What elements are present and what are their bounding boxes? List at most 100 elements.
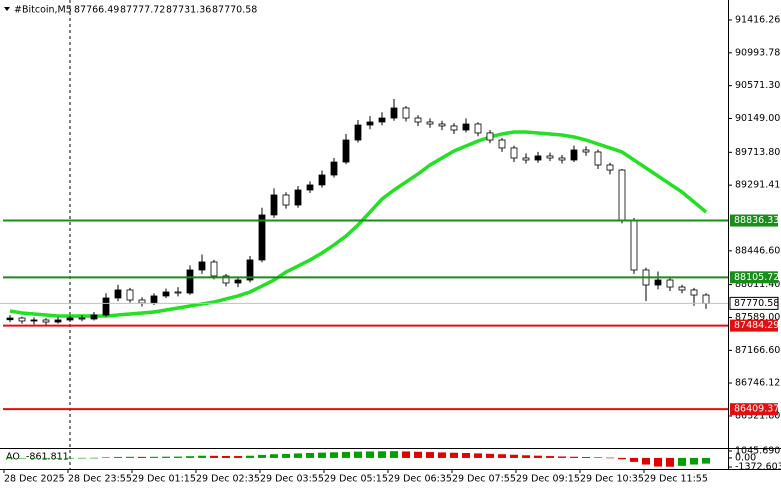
candle-body (282, 194, 290, 206)
x-tick-label: 29 Dec 02:35 (196, 474, 260, 485)
level-label-box (730, 214, 778, 227)
ao-bar (534, 455, 542, 458)
candle-body (6, 317, 14, 321)
ao-bar (366, 451, 374, 458)
candle-body (102, 297, 110, 316)
ao-bar (654, 457, 662, 467)
candle-body (546, 155, 554, 159)
ao-bar (294, 453, 302, 458)
candle-body (558, 157, 566, 161)
x-tick-label: 29 Dec 06:35 (388, 474, 452, 485)
candle-body (234, 279, 242, 284)
y-tick-label: 87166.60 (735, 345, 780, 356)
ao-bar (510, 454, 518, 458)
ao-bar (198, 455, 206, 458)
ao-bar (258, 454, 266, 458)
ao-bar (270, 454, 278, 458)
moving-average (9, 130, 708, 318)
candle-body (534, 155, 542, 161)
x-tick-label: 29 Dec 09:15 (516, 474, 580, 485)
candle-body (342, 139, 350, 163)
ao-bar (498, 454, 506, 458)
header-value: 87731.36 (166, 5, 211, 16)
ao-bar (546, 456, 554, 458)
ao-bar (354, 451, 362, 458)
y-tick-label: 86746.12 (735, 378, 780, 389)
candle-body (618, 169, 626, 221)
level-label-box (730, 403, 778, 416)
candle-body (594, 151, 602, 166)
candle-body (354, 124, 362, 141)
ao-bar (630, 457, 638, 462)
chart-title: #Bitcoin,M5 (14, 5, 72, 16)
ao-bar (246, 455, 254, 458)
level-label-box (730, 319, 778, 332)
ao-bar (570, 456, 578, 458)
level-label: 86409.37 (734, 404, 779, 415)
indicator-value: -861.811 (26, 452, 69, 463)
ao-bar (402, 451, 410, 458)
ao-bar (186, 456, 194, 458)
candle-body (570, 149, 578, 161)
ao-bar (150, 456, 158, 458)
level-label: 88105.72 (734, 272, 779, 283)
ao-bar (606, 457, 614, 459)
x-tick-label: 29 Dec 03:55 (260, 474, 324, 485)
candle-body (702, 294, 710, 304)
candle-body (18, 317, 26, 322)
menu-arrow[interactable] (4, 7, 10, 11)
y-tick-label: 90993.78 (735, 47, 780, 58)
ao-bar (126, 456, 134, 458)
candle-body (30, 319, 38, 322)
ao-bar (306, 453, 314, 458)
current-price-box (729, 296, 779, 310)
ao-bar (42, 457, 50, 459)
ao-bar (78, 457, 86, 459)
candle-body (690, 289, 698, 296)
candle-body (246, 259, 254, 281)
x-tick-label: 29 Dec 11:55 (644, 474, 708, 485)
y-tick-label: 89291.41 (735, 180, 780, 191)
candle-body (306, 184, 314, 191)
level-label: 88836.33 (734, 215, 779, 226)
candle-body (138, 299, 146, 304)
x-tick-label: 28 Dec 2025 (4, 474, 65, 485)
y-tick-label: 86321.80 (735, 410, 780, 421)
candle-body (198, 261, 206, 271)
candle-body (162, 291, 170, 297)
y-tick-label: 91416.26 (735, 14, 780, 25)
indicator-title: AO (6, 452, 20, 463)
candle-body (378, 117, 386, 123)
candle-body (258, 214, 266, 261)
x-tick-label: 29 Dec 05:15 (324, 474, 388, 485)
candle-body (330, 161, 338, 176)
candle-body (114, 289, 122, 299)
candle-body (318, 174, 326, 186)
candle-body (510, 147, 518, 159)
ao-bar (558, 456, 566, 458)
ao-bar (438, 452, 446, 458)
ao-bar (18, 457, 26, 459)
ao-bar (702, 457, 710, 464)
candle-body (426, 121, 434, 125)
candle-body (90, 314, 98, 320)
level-label-box (730, 271, 778, 284)
ao-bar (522, 455, 530, 458)
ao-bar (162, 456, 170, 458)
candle-body (294, 189, 302, 206)
ao-tick-label: 1045.690 (735, 446, 780, 457)
candle-body (462, 123, 470, 131)
candle-body (54, 319, 62, 323)
ao-bar (318, 452, 326, 458)
candle-body (654, 279, 662, 286)
candle-body (522, 157, 530, 161)
candle-body (222, 275, 230, 284)
ao-bar (594, 457, 602, 458)
ao-bar (222, 455, 230, 458)
current-price-label: 87770.58 (734, 298, 779, 309)
ao-bar (30, 457, 38, 459)
y-tick-label: 90149.00 (735, 113, 780, 124)
x-tick-label: 29 Dec 07:55 (452, 474, 516, 485)
ao-bar (54, 457, 62, 459)
